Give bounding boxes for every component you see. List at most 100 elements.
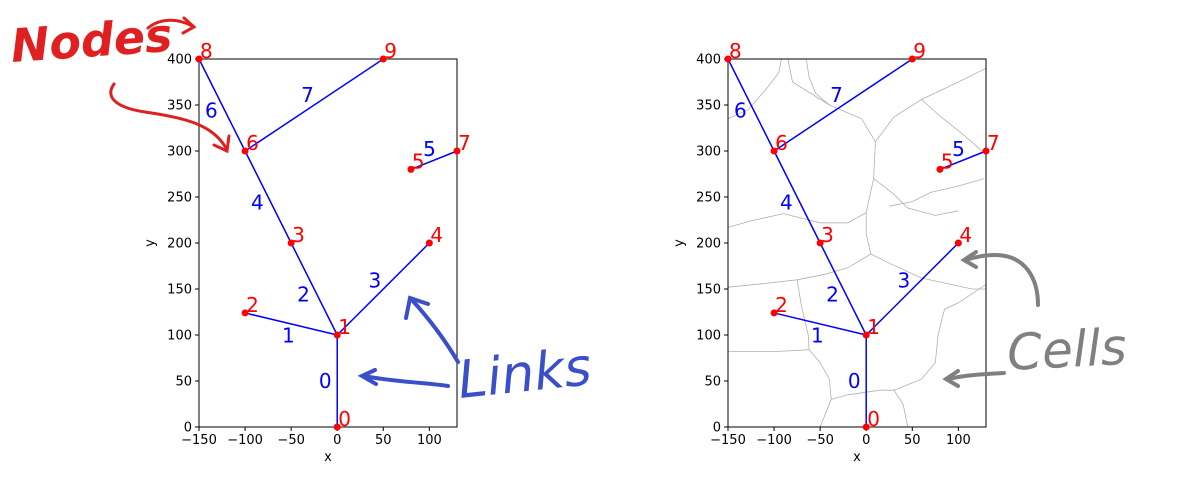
link-5 [410,150,458,171]
network-plot-links-only: −150 −100 −50 0 50 10005010015020025030035040… [143,39,471,465]
link-1 [244,312,338,336]
link-label-0: 0 [848,369,861,393]
node-0 [333,423,341,431]
y-tick-label: 200 [696,237,721,252]
cell-boundary-11 [831,389,909,428]
cell-boundary-9 [728,279,810,353]
node-5 [407,165,415,173]
annotation-nodes-label: Nodes [9,8,174,73]
node-label-9: 9 [913,39,926,63]
cell-boundary-8 [727,253,872,288]
link-label-6: 6 [734,98,747,122]
y-tick-label: 200 [167,237,192,252]
node-label-6: 6 [246,131,259,155]
annotation-links-label: Links [455,337,594,411]
cell-boundary-6 [889,178,985,207]
link-label-1: 1 [282,324,295,348]
link-3 [865,242,959,336]
cell-boundary-2 [875,67,987,143]
node-label-0: 0 [338,407,351,431]
x-axis-label: x [324,450,332,465]
cell-boundary-5 [873,178,959,216]
link-label-2: 2 [826,282,839,306]
node-7 [982,147,990,155]
link-label-7: 7 [830,83,843,107]
node-1 [862,331,870,339]
y-tick-label: 250 [696,191,721,206]
link-label-3: 3 [897,269,910,293]
y-tick-label: 0 [713,421,721,436]
annotation-cells-arrowhead-cell [942,369,960,388]
node-label-1: 1 [338,315,351,339]
link-4 [773,150,821,244]
node-0 [862,423,870,431]
annotation-links-arrowhead-3 [404,295,430,320]
node-label-6: 6 [775,131,788,155]
y-tick-label: 100 [167,329,192,344]
y-axis-label: y [143,239,158,247]
link-7 [773,58,913,152]
annotation-nodes-arrow-to-node6 [109,82,228,150]
link-1 [773,312,867,336]
annotation-nodes-arrowhead-6 [212,134,231,154]
annotation-cells-label: Cells [1006,318,1128,382]
link-label-6: 6 [205,98,218,122]
node-4 [954,239,962,247]
annotation-cells-arrowhead-4 [960,250,978,269]
x-tick-label: −100 [227,433,263,448]
node-label-8: 8 [729,39,742,63]
y-tick-label: 400 [696,53,721,68]
y-tick-label: 300 [167,145,192,160]
link-6 [198,58,246,152]
node-label-2: 2 [775,293,788,317]
y-tick-label: 0 [184,421,192,436]
x-tick-label: −50 [277,433,304,448]
y-tick-label: 350 [696,99,721,114]
node-label-8: 8 [200,39,213,63]
node-label-3: 3 [821,223,834,247]
node-label-4: 4 [959,223,972,247]
node-label-4: 4 [430,223,443,247]
annotation-nodes-arrow-to-node8 [146,18,194,30]
y-tick-label: 300 [696,145,721,160]
node-label-2: 2 [246,293,259,317]
cell-boundaries [727,58,987,428]
node-4 [425,239,433,247]
cell-boundary-4 [921,99,987,155]
y-tick-label: 50 [175,375,192,390]
node-8 [195,55,203,63]
annotation-links-arrow-to-link0 [362,374,450,388]
link-label-5: 5 [952,137,965,161]
node-6 [241,147,249,155]
node-label-5: 5 [412,149,425,173]
cell-boundary-0 [727,58,782,120]
y-tick-label: 150 [167,283,192,298]
cell-boundary-10 [808,349,832,428]
y-tick-label: 350 [167,99,192,114]
x-tick-label: 50 [375,433,392,448]
link-label-4: 4 [780,190,793,214]
link-6 [727,58,775,152]
link-label-0: 0 [319,369,332,393]
x-tick-label: −50 [806,433,833,448]
x-tick-label: −150 [181,433,217,448]
node-6 [770,147,778,155]
node-9 [379,55,387,63]
cell-boundary-12 [893,284,987,391]
network-plot-with-cells: −150 −100 −50 0 50 10005010015020025030035040… [672,39,1000,465]
x-tick-label: −150 [710,433,746,448]
link-label-2: 2 [297,282,310,306]
x-tick-label: 50 [904,433,921,448]
y-tick-label: 50 [704,375,721,390]
node-1 [333,331,341,339]
annotation-links-arrow-to-link3 [410,298,460,364]
y-axis-label: y [672,239,687,247]
annotation-cells-arrow-to-node4 [964,252,1040,307]
link-2 [290,242,338,336]
node-label-3: 3 [292,223,305,247]
node-label-1: 1 [867,315,880,339]
node-label-0: 0 [867,407,880,431]
link-label-4: 4 [251,190,264,214]
node-2 [241,309,249,317]
